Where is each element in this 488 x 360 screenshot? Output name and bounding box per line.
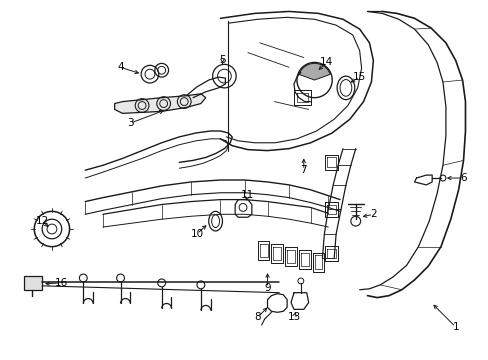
Text: 6: 6 xyxy=(459,173,466,183)
Text: 8: 8 xyxy=(254,312,261,322)
Polygon shape xyxy=(24,276,42,290)
Text: 14: 14 xyxy=(319,57,332,67)
Text: 9: 9 xyxy=(264,283,270,293)
Text: 16: 16 xyxy=(55,278,68,288)
Text: 2: 2 xyxy=(369,209,376,219)
Text: 10: 10 xyxy=(190,229,203,239)
Text: 4: 4 xyxy=(117,62,123,72)
Polygon shape xyxy=(114,94,205,113)
Text: 3: 3 xyxy=(127,118,133,128)
Text: 15: 15 xyxy=(352,72,366,82)
Text: 7: 7 xyxy=(300,165,306,175)
Text: 11: 11 xyxy=(241,190,254,200)
Text: 5: 5 xyxy=(219,55,225,66)
Text: 12: 12 xyxy=(36,216,49,226)
Text: 1: 1 xyxy=(451,322,458,332)
Wedge shape xyxy=(298,63,329,80)
Text: 13: 13 xyxy=(287,312,300,322)
